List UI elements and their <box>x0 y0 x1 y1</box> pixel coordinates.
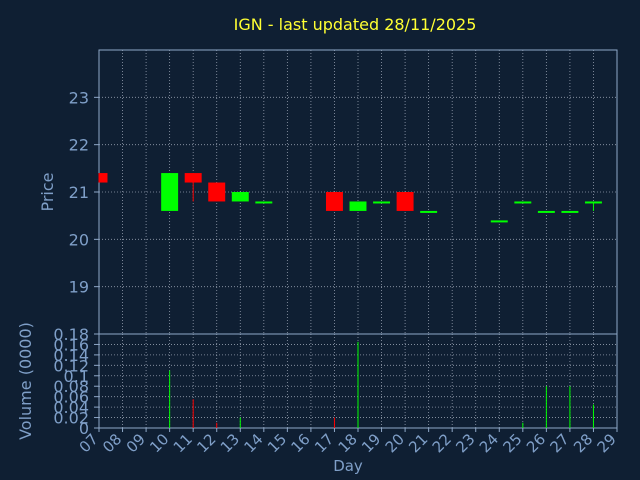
volume-y-tick-label: 0.1 <box>64 367 89 386</box>
candle-body <box>584 201 602 204</box>
candle-body <box>561 210 579 213</box>
volume-y-axis-label: Volume (0000) <box>16 322 35 440</box>
price-y-axis-label: Price <box>38 172 57 211</box>
x-tick-label: 14 <box>240 430 266 456</box>
x-axis-label: Day <box>333 457 363 475</box>
candle-body <box>490 220 508 223</box>
chart-title: IGN - last updated 28/11/2025 <box>234 15 477 34</box>
x-tick-label: 13 <box>217 430 243 456</box>
x-tick-label: 24 <box>476 430 502 456</box>
candle-body <box>255 201 273 204</box>
price-y-tick-label: 21 <box>69 183 89 202</box>
price-y-ticks: 19 20 21 22 23 <box>69 88 99 297</box>
price-y-tick-label: 22 <box>69 136 89 155</box>
x-tick-label: 28 <box>570 430 596 456</box>
candle-body <box>373 201 391 204</box>
x-tick-label: 20 <box>382 430 408 456</box>
volume-y-tick-label: 0 <box>79 419 89 438</box>
x-tick-label: 22 <box>429 430 455 456</box>
x-tick-label: 23 <box>452 430 478 456</box>
x-tick-label: 21 <box>405 430 431 456</box>
volume-y-tick-label: 0.08 <box>53 377 89 396</box>
x-tick-label: 11 <box>170 430 196 456</box>
x-tick-label: 18 <box>335 430 361 456</box>
x-tick-label: 12 <box>193 430 219 456</box>
price-y-tick-label: 20 <box>69 230 89 249</box>
x-tick-label: 25 <box>499 430 525 456</box>
day-x-ticks: 0708091011121314151617181920212223242526… <box>76 428 620 456</box>
candle-body <box>208 182 226 202</box>
volume-y-tick-label: 0.16 <box>53 335 89 354</box>
volume-y-tick-label: 0.04 <box>53 398 89 417</box>
candle-body <box>99 173 108 183</box>
x-tick-label: 26 <box>523 430 549 456</box>
volume-y-tick-label: 0.06 <box>53 388 89 407</box>
x-tick-label: 08 <box>99 430 125 456</box>
x-tick-label: 29 <box>594 430 620 456</box>
candle-body <box>231 192 249 202</box>
candle-body <box>420 210 438 213</box>
price-y-tick-label: 19 <box>69 278 89 297</box>
candle-body <box>349 201 367 211</box>
x-tick-label: 16 <box>288 430 314 456</box>
candle-body <box>184 173 202 183</box>
volume-y-tick-label: 0.18 <box>53 325 89 344</box>
volume-bars <box>169 341 594 428</box>
x-tick-label: 27 <box>547 430 573 456</box>
candle-body <box>325 192 343 211</box>
volume-y-tick-label: 0.14 <box>53 346 89 365</box>
x-tick-label: 17 <box>311 430 337 456</box>
candle-body <box>161 173 179 211</box>
candle-body <box>537 210 555 213</box>
x-tick-label: 10 <box>146 430 172 456</box>
x-tick-label: 15 <box>264 430 290 456</box>
price-y-tick-label: 23 <box>69 88 89 107</box>
volume-y-ticks: 00.020.040.060.080.10.120.140.160.18 <box>53 325 99 438</box>
x-tick-label: 09 <box>123 430 149 456</box>
volume-y-tick-label: 0.02 <box>53 409 89 428</box>
x-tick-label: 19 <box>358 430 384 456</box>
candles <box>98 173 602 223</box>
volume-y-tick-label: 0.12 <box>53 356 89 375</box>
candle-body <box>396 192 414 211</box>
candle-body <box>514 201 532 204</box>
